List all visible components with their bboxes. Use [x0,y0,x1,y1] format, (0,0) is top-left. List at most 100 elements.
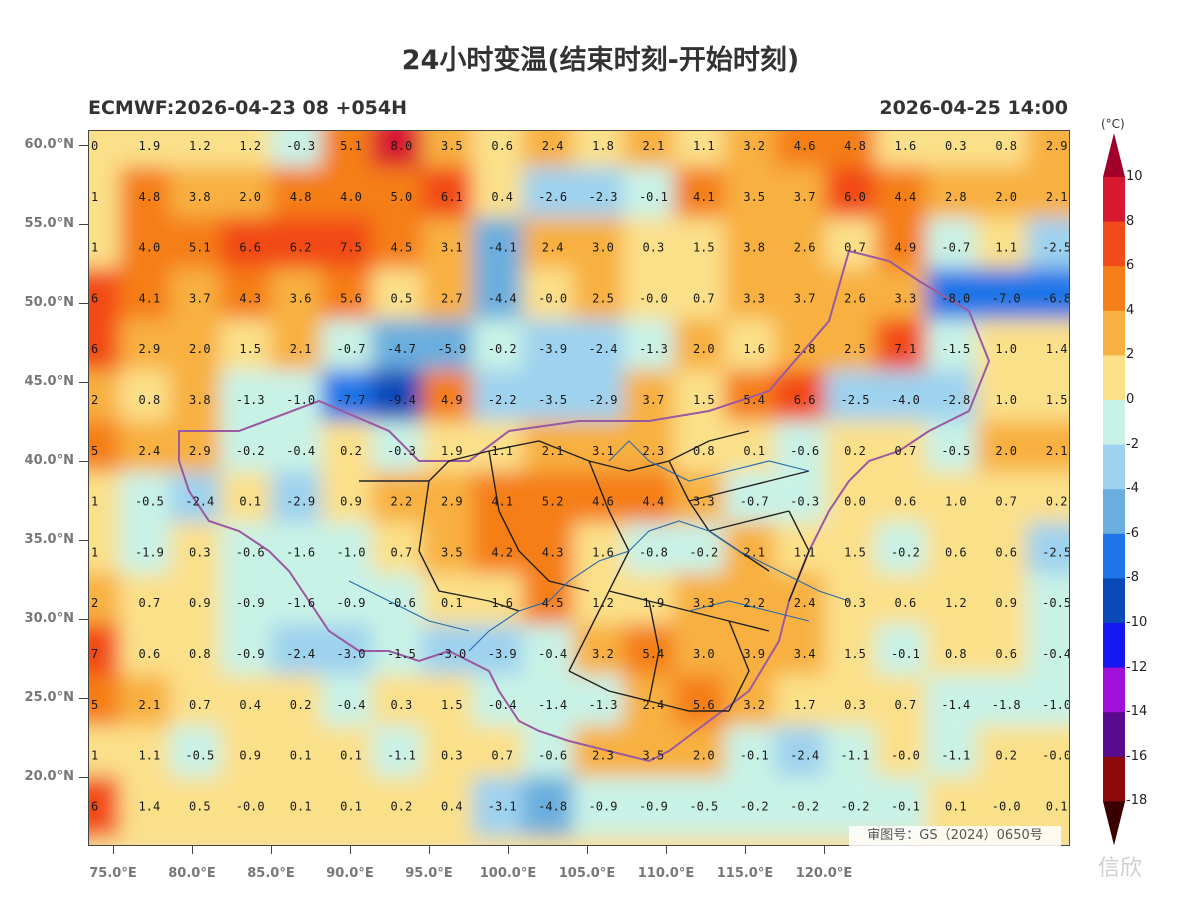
grid-value: 8.0 [391,139,413,153]
shade-cell [321,370,381,430]
grid-value: 2.1 [1046,190,1068,204]
grid-value: 0.2 [844,444,866,458]
grid-value: 5 [91,698,98,712]
grid-value: -0.7 [941,241,970,255]
grid-value: 3.4 [794,647,816,661]
grid-value: -2.4 [790,749,819,763]
shade-cell [774,420,835,481]
shade-cell [371,268,432,329]
shade-cell [673,319,734,380]
grid-value: 1.5 [844,545,866,559]
shade-cell [925,522,986,583]
shade-cell [119,420,180,481]
grid-value: -2.4 [589,342,618,356]
colorbar-level: -12 [1126,659,1148,675]
shade-cell [472,725,533,786]
shade-cell [220,573,281,634]
shade-cell [472,217,533,278]
grid-value: 3.5 [643,749,665,763]
shade-cell [875,420,936,481]
grid-value: -0.7 [337,342,366,356]
grid-value: 2.1 [542,444,564,458]
grid-value: 0.3 [441,749,463,763]
longitude-tick [745,845,746,854]
grid-value: 0.7 [895,698,917,712]
shade-cell [270,725,331,786]
shade-cell [472,674,533,735]
shade-cell [169,573,230,634]
shade-cell [472,319,533,380]
shade-cell [169,217,230,278]
latitude-label: 45.0°N [24,374,74,389]
shade-cell [774,166,835,227]
shade-cell [825,522,885,583]
shade-cell [925,674,986,735]
grid-value: 3.5 [441,139,463,153]
grid-value: 4.4 [643,495,665,509]
shade-cell [1026,725,1069,786]
grid-value: -1.1 [387,749,416,763]
shade-cell [623,319,684,380]
grid-value: 4.9 [441,393,463,407]
shade-cell [875,166,936,227]
shade-cell [169,166,230,227]
temperature-change-map[interactable]: 0 1.9 1.2 1.2 -0.3 5.1 8.0 3.5 0.6 2.4 1.8 2.1 1.1 3.… [88,130,1070,846]
grid-value: 0.6 [995,545,1017,559]
colorbar-level: 2 [1126,347,1135,363]
shade-cell [371,420,432,481]
colorbar-band [1103,623,1125,669]
shade-cell [925,370,986,430]
grid-value: 4.1 [139,291,161,305]
latitude-tick [79,382,88,383]
grid-value: 6 [91,291,98,305]
grid-value: 0.8 [139,393,161,407]
longitude-label: 85.0°E [247,866,295,881]
grid-value: 2.8 [794,342,816,356]
shade-cell [976,420,1037,481]
shade-cell [976,624,1037,684]
shade-cell [220,217,281,278]
grid-value: -0.7 [740,495,769,509]
grid-value: 0.6 [895,495,917,509]
grid-value: -4.0 [891,393,920,407]
shade-cell [421,725,482,786]
grid-value: 2.2 [391,495,413,509]
grid-value: 3.2 [743,698,765,712]
grid-value: 1.2 [945,596,967,610]
shade-cell [724,725,785,786]
shade-cell [875,471,936,532]
shade-cell [623,217,684,278]
grid-value: 1.6 [491,596,513,610]
shade-cell [724,166,785,227]
latitude-tick [79,619,88,620]
grid-value: 2.3 [592,749,614,763]
grid-value: 2.6 [794,241,816,255]
grid-value: -0.6 [790,444,819,458]
shade-cell [472,776,533,837]
shade-cell [371,776,432,837]
shade-cell [673,776,734,837]
grid-value: 0.7 [391,545,413,559]
grid-value: 0.9 [239,749,261,763]
shade-cell [925,166,986,227]
grid-value: -1.1 [941,749,970,763]
shade-cell [976,674,1037,735]
grid-value: 0.1 [290,749,312,763]
grid-value: 6.6 [239,241,261,255]
grid-value: 6.0 [844,190,866,204]
grid-value: 0.1 [290,799,312,813]
shade-cell [724,573,785,634]
shade-cell [573,166,633,227]
grid-value: 3.7 [643,393,665,407]
grid-value: 0.1 [340,749,362,763]
grid-value: 2.5 [592,291,614,305]
grid-value: 3.3 [693,495,715,509]
grid-value: 4.8 [290,190,312,204]
grid-value: 4.6 [794,139,816,153]
grid-value: -3.0 [337,647,366,661]
grid-value: -0.4 [286,444,315,458]
grid-value: 4.5 [391,241,413,255]
grid-value: -0.3 [387,444,416,458]
grid-value: -0.9 [639,799,668,813]
grid-value: 2.9 [441,495,463,509]
